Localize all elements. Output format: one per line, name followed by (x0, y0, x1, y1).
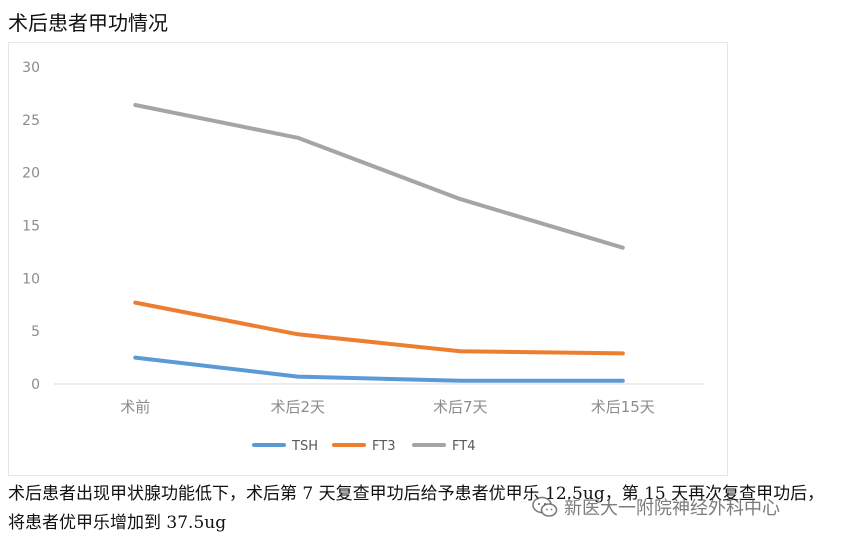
x-tick-label: 术后7天 (433, 398, 488, 416)
y-tick-label: 0 (31, 377, 40, 393)
series-line-ft4 (133, 103, 625, 250)
wechat-icon (532, 496, 558, 517)
watermark-text: 新医大一附院神经外科中心 (564, 498, 780, 519)
series-line-ft3 (133, 300, 625, 356)
y-tick-label: 10 (22, 271, 40, 287)
y-tick-label: 25 (22, 113, 40, 129)
y-tick-label: 20 (22, 166, 40, 182)
caption-text: 术后患者出现甲状腺功能低下，术后第 7 天复查甲功后给予患者优甲乐 12.5ug… (8, 484, 825, 533)
x-tick-label: 术后2天 (270, 398, 325, 416)
legend-label-ft3: FT3 (372, 439, 395, 454)
legend-label-tsh: TSH (291, 439, 318, 454)
legend-label-ft4: FT4 (452, 439, 475, 454)
page-title: 术后患者甲功情况 (8, 11, 168, 35)
y-tick-label: 15 (22, 219, 40, 235)
x-tick-label: 术后15天 (591, 398, 655, 416)
legend: TSH FT3 FT4 (252, 439, 475, 454)
chart-area: 0 5 10 15 20 25 30 术前 术后2天 术后7天 术后15天 TSH FT3 FT4 (8, 42, 728, 476)
series-layer (133, 103, 625, 383)
y-tick-label: 30 (22, 60, 40, 76)
series-line-tsh (133, 355, 625, 383)
watermark: 新医大一附院神经外科中心 (532, 494, 780, 520)
axis-layer: 0 5 10 15 20 25 30 术前 术后2天 术后7天 术后15天 (22, 60, 704, 416)
x-tick-label: 术前 (120, 398, 150, 416)
line-chart: 0 5 10 15 20 25 30 术前 术后2天 术后7天 术后15天 TSH FT3 FT4 (22, 60, 704, 454)
y-tick-label: 5 (31, 324, 40, 340)
